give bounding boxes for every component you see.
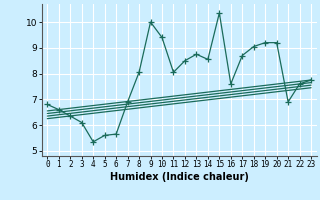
X-axis label: Humidex (Indice chaleur): Humidex (Indice chaleur) [110,172,249,182]
